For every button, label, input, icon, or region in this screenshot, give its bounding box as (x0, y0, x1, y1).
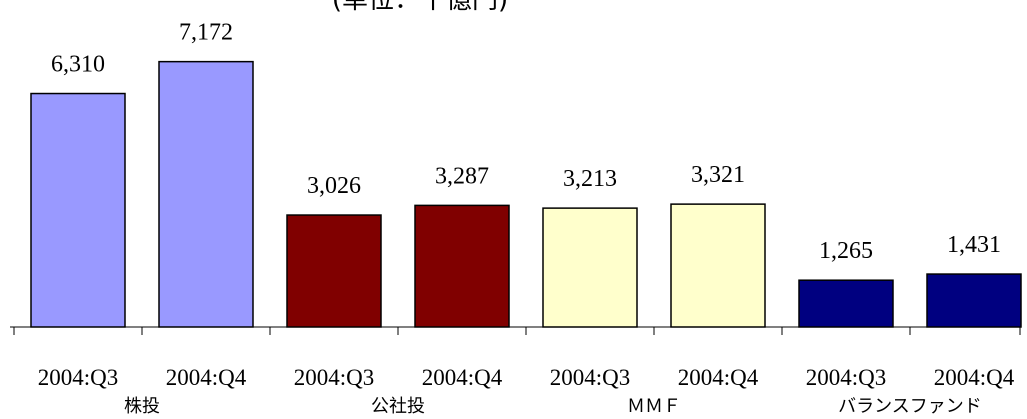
value-label: 3,026 (307, 173, 361, 199)
bar (286, 214, 382, 328)
bar (158, 60, 254, 328)
value-label: 3,321 (691, 162, 745, 188)
group-label: 株投 (124, 396, 160, 417)
x-tick-label: 2004:Q3 (38, 365, 119, 390)
value-label: 3,287 (435, 163, 489, 189)
value-label: 1,431 (947, 232, 1001, 258)
value-label: 7,172 (179, 20, 233, 46)
value-label: 1,265 (819, 238, 873, 264)
bar (670, 203, 766, 328)
x-tick-label: 2004:Q3 (550, 365, 631, 390)
bar (414, 204, 510, 328)
x-tick-label: 2004:Q4 (678, 365, 759, 390)
x-tick-label: 2004:Q3 (294, 365, 375, 390)
chart-title: (単位：十億円) (332, 0, 508, 15)
x-tick-label: 2004:Q4 (934, 365, 1015, 390)
x-tick-label: 2004:Q3 (806, 365, 887, 390)
bar (798, 279, 894, 328)
bar (926, 273, 1022, 328)
value-label: 6,310 (51, 52, 105, 78)
group-label: ＭＭＦ (627, 396, 681, 417)
x-tick-label: 2004:Q4 (422, 365, 503, 390)
bar (542, 207, 638, 328)
bar (30, 92, 126, 328)
group-label: バランスファンド (838, 396, 982, 417)
value-label: 3,213 (563, 166, 617, 192)
group-label: 公社投 (371, 396, 425, 417)
x-tick-label: 2004:Q4 (166, 365, 247, 390)
